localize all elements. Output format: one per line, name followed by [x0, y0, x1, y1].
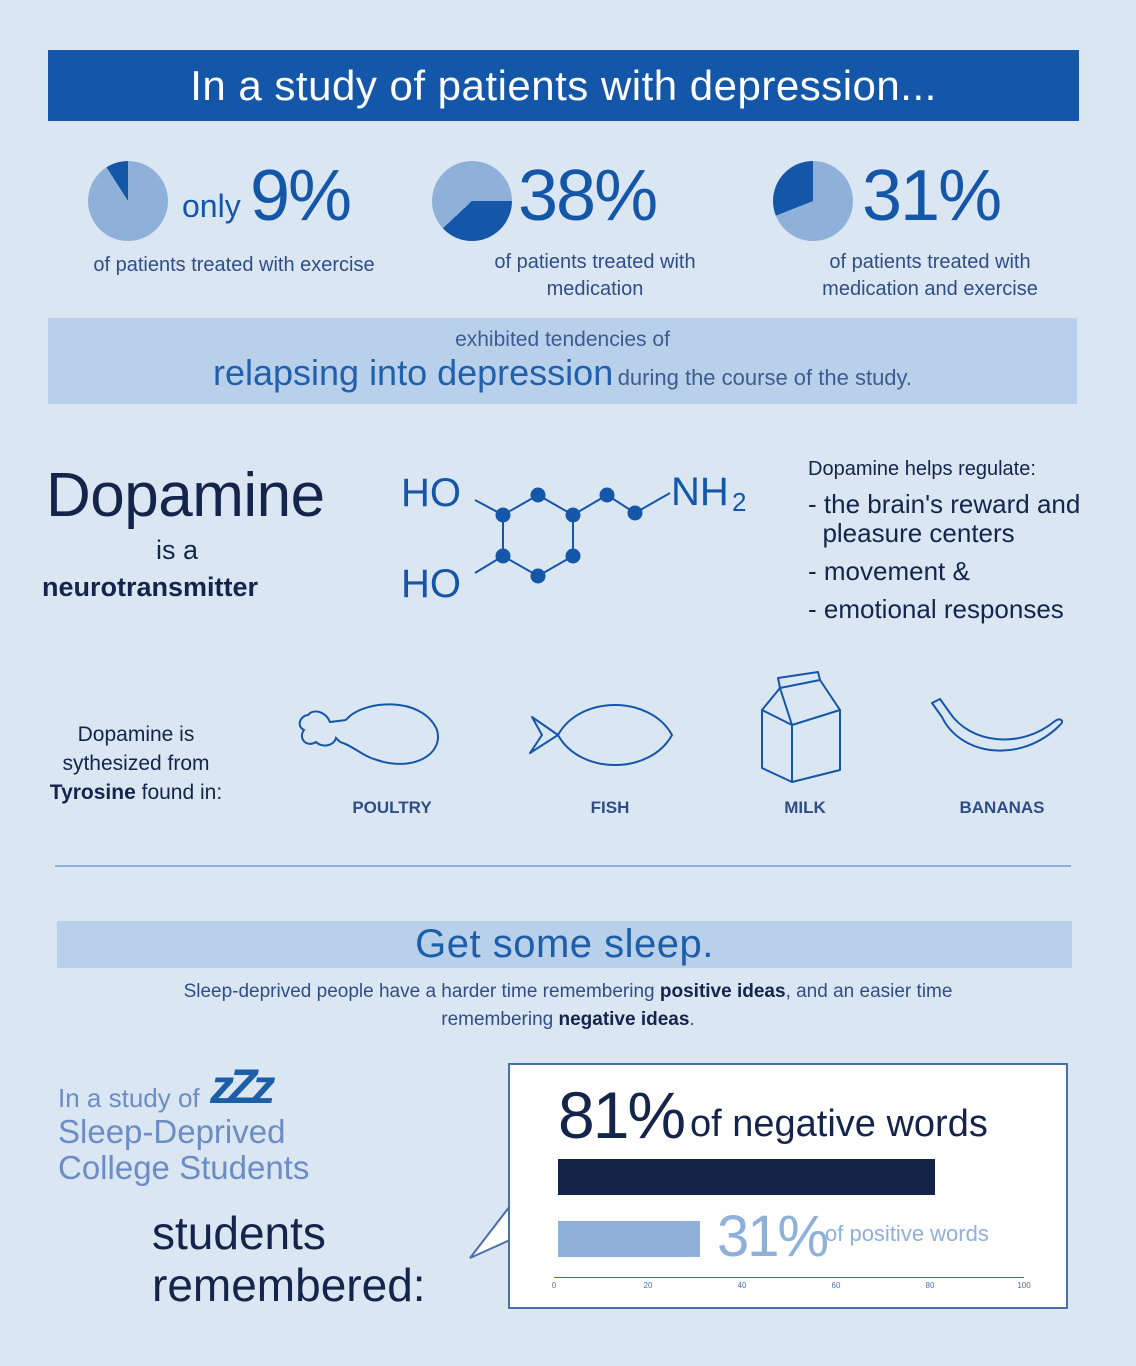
pie-chart-icon — [432, 161, 512, 241]
results-chart: 81% of negative words 31% of positive wo… — [508, 1063, 1068, 1309]
sleep-desc-negative: negative ideas — [558, 1009, 690, 1030]
dopamine-molecule-icon: HO HO NH 2 — [401, 470, 746, 606]
x-axis-line — [554, 1277, 1024, 1278]
relapse-band: exhibited tendencies of relapsing into d… — [48, 318, 1077, 404]
fish-icon — [529, 704, 673, 766]
food-label-bananas: BANANAS — [959, 798, 1045, 817]
sleep-title-band: Get some sleep. — [57, 921, 1072, 968]
sleep-desc-text: . — [689, 1009, 695, 1030]
remembered-line2: remembered: — [152, 1259, 426, 1311]
milk-carton-icon — [761, 671, 841, 783]
stat-description-medication: of patients treated with medication — [494, 251, 696, 300]
sleep-desc-positive: positive ideas — [659, 981, 786, 1002]
tyrosine-line2: sythesized from — [62, 752, 210, 775]
positive-words-label: of positive words — [825, 1221, 989, 1246]
stat-description-exercise: of patients treated with exercise — [93, 254, 375, 276]
tyrosine-bold: Tyrosine — [49, 781, 136, 804]
regulate-item: pleasure centers — [808, 518, 1015, 548]
stat-value-exercise: 9% — [250, 156, 352, 236]
molecule-ho-bottom: HO — [401, 562, 461, 606]
study-subject-line1: Sleep-Deprived — [58, 1113, 286, 1150]
banana-icon — [931, 698, 1064, 752]
sleep-title: Get some sleep. — [415, 922, 714, 966]
pie-chart-icon — [88, 161, 168, 241]
tyrosine-line1: Dopamine is — [77, 723, 195, 746]
tyrosine-text: Dopamine is sythesized from Tyrosine fou… — [40, 720, 232, 807]
x-axis-tick-label: 0 — [551, 1281, 557, 1290]
study-subject-line2: College Students — [58, 1149, 310, 1186]
pie-chart-icon — [773, 161, 853, 241]
section-divider — [55, 865, 1071, 867]
tyrosine-line3: Tyrosine found in: — [40, 778, 232, 807]
remembered-line1: students — [152, 1207, 326, 1259]
stat-prefix-only: only — [182, 188, 241, 224]
x-axis-tick-label: 40 — [737, 1281, 747, 1290]
positive-words-bar — [558, 1221, 700, 1257]
regulate-item: - movement & — [808, 556, 970, 586]
negative-words-bar — [558, 1159, 935, 1195]
poultry-icon — [298, 703, 439, 765]
study-intro: In a study of — [58, 1083, 200, 1113]
positive-words-percent: 31% — [717, 1204, 829, 1269]
x-axis-tick-label: 80 — [925, 1281, 935, 1290]
stat-value-medication: 38% — [518, 156, 658, 236]
relapse-intro: exhibited tendencies of — [455, 328, 670, 351]
stat-description-combined: of patients treated with medication and … — [822, 251, 1038, 300]
dopamine-is-a: is a — [156, 535, 199, 565]
food-label-poultry: POULTRY — [352, 798, 432, 817]
negative-words-label: of negative words — [690, 1103, 988, 1145]
dopamine-neurotransmitter: neurotransmitter — [42, 572, 259, 602]
relapse-tail: during the course of the study. — [617, 365, 913, 390]
sleep-zzz-icon: zZz — [210, 1061, 275, 1114]
regulate-title: Dopamine helps regulate: — [808, 458, 1036, 480]
stat-value-combined: 31% — [862, 156, 1002, 236]
dopamine-title: Dopamine — [46, 461, 325, 530]
molecule-ho-top: HO — [401, 471, 461, 515]
tyrosine-tail: found in: — [141, 781, 223, 804]
speech-bubble-pointer — [469, 1205, 511, 1259]
negative-words-percent: 81% — [558, 1078, 686, 1152]
x-axis-tick-label: 100 — [1017, 1281, 1031, 1290]
regulate-item: - the brain's reward and — [808, 489, 1081, 519]
molecule-nh2-subscript: 2 — [732, 487, 746, 517]
relapse-statement: relapsing into depression during the cou… — [48, 352, 1077, 394]
molecule-nh: NH — [671, 470, 729, 514]
sleep-description: Sleep-deprived people have a harder time… — [150, 978, 986, 1034]
header-title: In a study of patients with depression..… — [190, 61, 937, 109]
sleep-desc-text: Sleep-deprived people have a harder time… — [183, 981, 660, 1002]
relapse-emphasis: relapsing into depression — [212, 352, 614, 393]
sleep-desc-text: , and an easier time remembering — [441, 981, 953, 1030]
x-axis-tick-label: 60 — [831, 1281, 841, 1290]
header-banner: In a study of patients with depression..… — [48, 50, 1079, 121]
x-axis-tick-label: 20 — [643, 1281, 653, 1290]
food-label-fish: FISH — [590, 798, 630, 817]
regulate-item: - emotional responses — [808, 594, 1064, 624]
food-label-milk: MILK — [784, 798, 826, 817]
